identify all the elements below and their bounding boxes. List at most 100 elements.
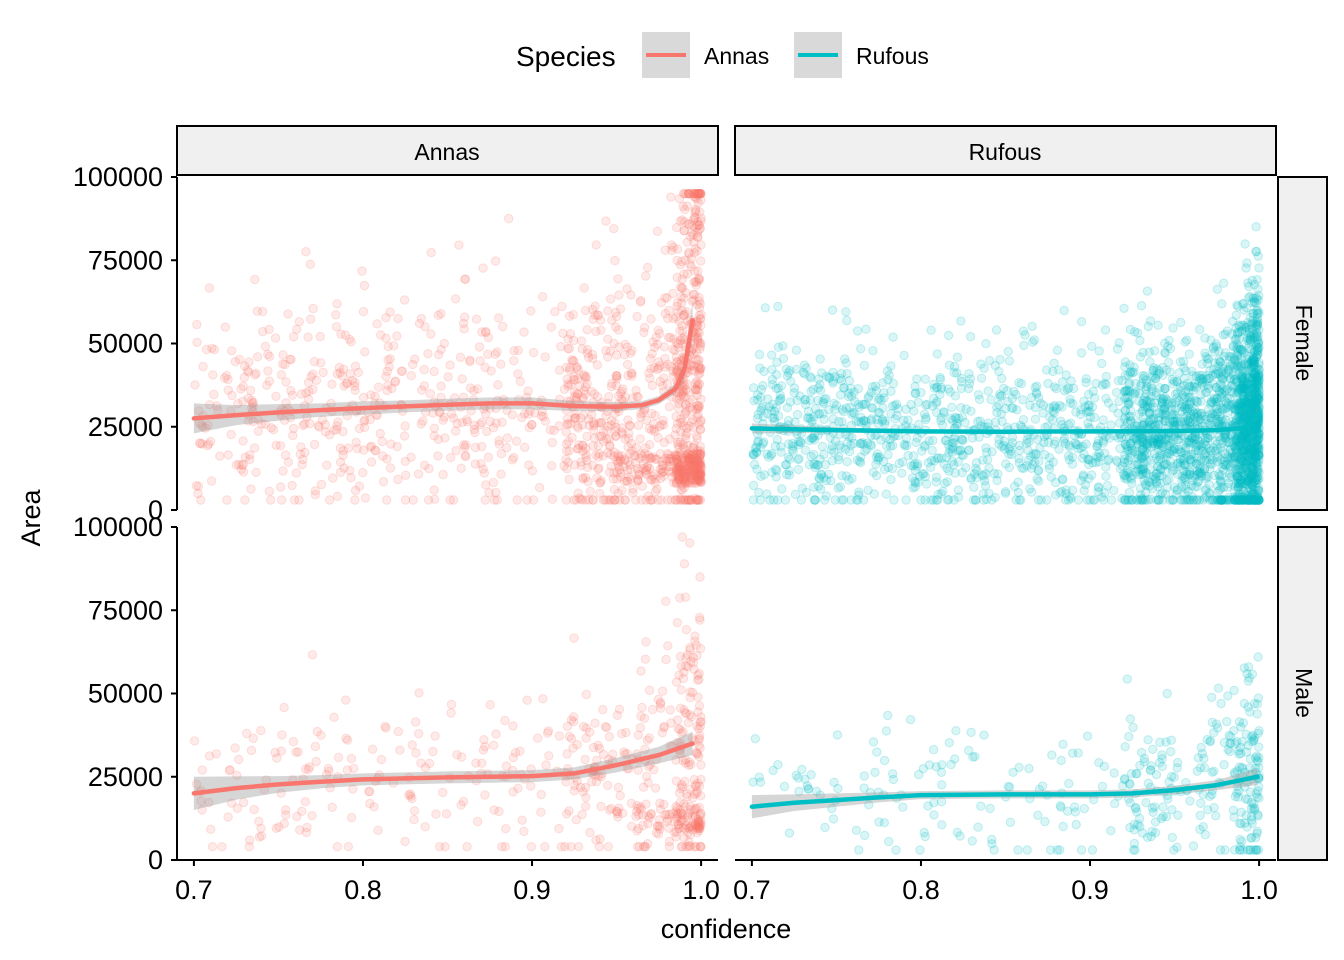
data-point bbox=[679, 705, 689, 715]
data-point bbox=[665, 332, 675, 343]
data-point bbox=[957, 376, 967, 387]
data-point bbox=[1033, 466, 1044, 476]
data-point bbox=[657, 686, 668, 696]
data-point bbox=[683, 495, 693, 505]
data-point bbox=[619, 350, 630, 360]
data-point bbox=[423, 495, 434, 505]
data-point bbox=[1140, 392, 1150, 403]
data-point bbox=[690, 384, 701, 394]
data-point bbox=[871, 471, 882, 481]
data-point bbox=[676, 478, 687, 489]
data-point bbox=[1214, 355, 1224, 365]
data-point bbox=[641, 454, 651, 464]
data-point bbox=[632, 391, 642, 402]
data-point bbox=[664, 461, 674, 471]
data-point bbox=[562, 414, 573, 424]
data-point bbox=[644, 453, 655, 463]
data-point bbox=[581, 371, 592, 382]
data-point bbox=[540, 352, 550, 362]
data-point bbox=[250, 370, 260, 380]
data-point bbox=[682, 269, 692, 279]
data-point bbox=[694, 274, 705, 284]
data-point bbox=[590, 301, 600, 311]
data-point bbox=[696, 320, 706, 331]
data-point bbox=[589, 389, 600, 399]
data-point bbox=[694, 476, 705, 486]
data-point bbox=[429, 366, 439, 377]
data-point bbox=[589, 433, 600, 443]
data-point bbox=[668, 456, 679, 467]
data-point bbox=[294, 495, 304, 505]
data-point bbox=[382, 366, 392, 376]
data-point bbox=[677, 467, 687, 477]
data-point bbox=[693, 495, 703, 505]
data-point bbox=[649, 419, 659, 429]
data-point bbox=[683, 440, 693, 451]
data-point bbox=[572, 740, 582, 750]
data-point bbox=[1217, 373, 1227, 384]
data-point bbox=[696, 469, 706, 479]
data-point bbox=[195, 438, 206, 449]
data-point bbox=[477, 327, 487, 337]
data-point bbox=[408, 359, 418, 370]
data-point bbox=[672, 222, 682, 233]
data-point bbox=[563, 379, 573, 389]
data-point bbox=[312, 726, 322, 737]
data-point bbox=[280, 450, 291, 460]
data-point bbox=[609, 468, 619, 478]
data-point bbox=[392, 441, 402, 452]
data-point bbox=[207, 842, 218, 852]
data-point bbox=[375, 330, 386, 340]
data-point bbox=[350, 385, 360, 395]
data-point bbox=[645, 440, 655, 450]
data-point bbox=[919, 469, 929, 479]
data-point bbox=[952, 368, 962, 378]
data-point bbox=[678, 417, 688, 428]
data-point bbox=[569, 786, 579, 796]
data-point bbox=[798, 367, 808, 378]
data-point bbox=[871, 459, 881, 469]
data-point bbox=[685, 478, 695, 488]
data-point bbox=[693, 463, 703, 474]
data-point bbox=[689, 289, 700, 300]
data-point bbox=[690, 378, 701, 389]
data-point bbox=[593, 464, 603, 474]
data-point bbox=[329, 712, 339, 722]
data-point bbox=[1106, 495, 1117, 505]
data-point bbox=[561, 495, 572, 505]
data-point bbox=[1240, 239, 1250, 249]
data-point bbox=[663, 332, 674, 343]
data-point bbox=[626, 290, 636, 300]
data-point bbox=[887, 464, 898, 474]
data-point bbox=[1243, 455, 1254, 466]
data-point bbox=[696, 216, 706, 226]
data-point bbox=[677, 283, 687, 293]
data-point bbox=[627, 371, 637, 381]
data-point bbox=[681, 625, 692, 635]
data-point bbox=[695, 441, 705, 452]
data-point bbox=[691, 495, 701, 505]
data-point bbox=[696, 477, 706, 488]
data-point bbox=[828, 376, 838, 386]
data-point bbox=[627, 345, 637, 356]
data-point bbox=[502, 443, 512, 453]
data-point bbox=[424, 464, 434, 474]
data-point bbox=[686, 469, 696, 480]
data-point bbox=[677, 321, 687, 331]
data-point bbox=[250, 274, 260, 285]
data-point bbox=[638, 459, 649, 469]
data-point bbox=[307, 650, 318, 660]
data-point bbox=[671, 454, 682, 464]
data-point bbox=[1076, 317, 1087, 327]
data-point bbox=[460, 442, 470, 452]
data-point bbox=[672, 465, 682, 475]
data-point bbox=[624, 420, 635, 430]
data-point bbox=[613, 450, 623, 460]
data-point bbox=[1237, 371, 1248, 381]
data-point bbox=[310, 490, 320, 500]
data-point bbox=[1106, 826, 1116, 836]
data-point bbox=[921, 414, 931, 425]
data-point bbox=[554, 421, 564, 431]
data-point bbox=[410, 717, 421, 727]
data-point bbox=[515, 746, 525, 756]
